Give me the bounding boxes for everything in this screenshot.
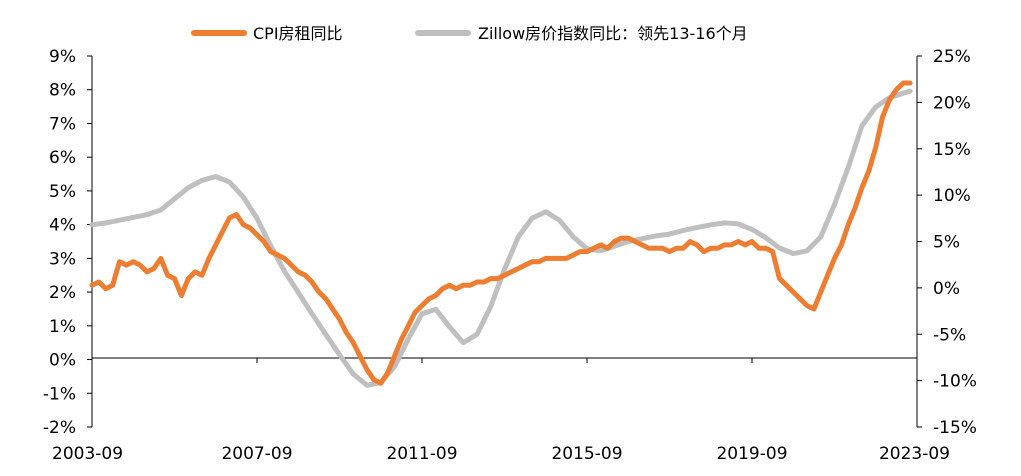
x-tick-label: 2019-09 xyxy=(716,444,787,464)
right-y-axis: -15% -10% -5% 0% 5% 10% 15% 20% 25% xyxy=(916,47,977,438)
x-tick-label: 2003-09 xyxy=(52,444,123,464)
left-tick-label: 0% xyxy=(49,351,76,371)
right-tick-label: 25% xyxy=(933,47,971,67)
left-tick-label: 1% xyxy=(49,317,76,337)
x-axis: 2003-09 2007-09 2011-09 2015-09 2019-09 2023-… xyxy=(52,357,950,464)
right-tick-label: -10% xyxy=(933,372,977,392)
right-tick-label: 5% xyxy=(933,233,960,253)
legend-label: Zillow房价指数同比：领先13-16个月 xyxy=(478,24,748,43)
legend: CPI房租同比 Zillow房价指数同比：领先13-16个月 xyxy=(191,24,748,43)
legend-item-zillow: Zillow房价指数同比：领先13-16个月 xyxy=(415,24,748,43)
right-tick-label: 0% xyxy=(933,279,960,299)
left-tick-label: 3% xyxy=(49,249,76,269)
plot-area xyxy=(89,80,913,388)
x-tick-label: 2011-09 xyxy=(386,444,457,464)
legend-label: CPI房租同比 xyxy=(253,24,343,43)
x-tick-label: 2023-09 xyxy=(879,444,950,464)
left-tick-label: 8% xyxy=(49,81,76,101)
left-tick-label: -2% xyxy=(43,418,76,438)
cpi-rent-series-line xyxy=(89,80,913,386)
right-tick-label: -15% xyxy=(933,418,977,438)
right-tick-label: -5% xyxy=(933,325,966,345)
right-tick-label: 20% xyxy=(933,93,971,113)
left-tick-label: 4% xyxy=(49,216,76,236)
left-tick-label: -1% xyxy=(43,384,76,404)
left-tick-label: 2% xyxy=(49,283,76,303)
legend-item-cpi-rent: CPI房租同比 xyxy=(191,24,343,43)
right-tick-label: 15% xyxy=(933,140,971,160)
left-tick-label: 5% xyxy=(49,182,76,202)
left-tick-label: 6% xyxy=(49,148,76,168)
left-y-axis: -2% -1% 0% 1% 2% 3% 4% 5% 6% 7% 8% 9% xyxy=(43,47,93,438)
x-tick-label: 2007-09 xyxy=(221,444,292,464)
right-tick-label: 10% xyxy=(933,186,971,206)
left-tick-label: 9% xyxy=(49,47,76,67)
left-tick-label: 7% xyxy=(49,114,76,134)
x-tick-label: 2015-09 xyxy=(551,444,622,464)
zillow-series-line xyxy=(89,88,913,388)
